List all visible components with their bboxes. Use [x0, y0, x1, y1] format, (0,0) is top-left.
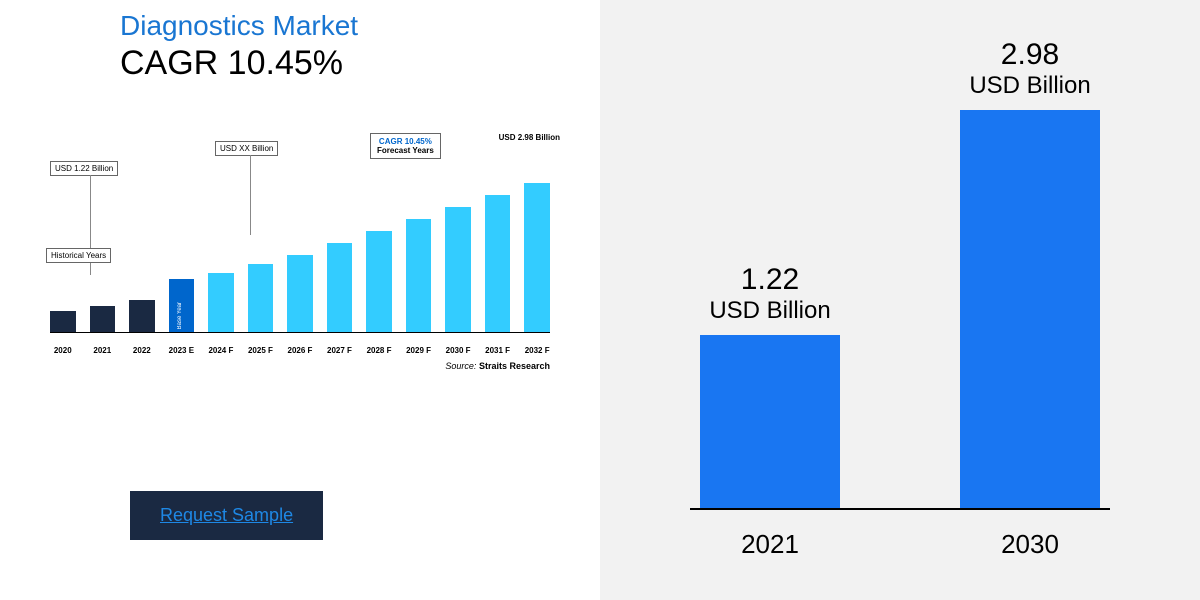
x-axis-label: 2030: [960, 529, 1100, 560]
chart-bar: [366, 231, 392, 333]
chart-bar: 2.98USD Billion: [960, 110, 1100, 510]
chart-bar: [248, 264, 274, 333]
bar-unit: USD Billion: [670, 297, 870, 325]
chart-bar-fill: [960, 110, 1100, 510]
chart-bar: [445, 207, 471, 333]
base-year-label: Base Year: [177, 302, 183, 329]
x-axis-label: 2028 F: [366, 346, 392, 355]
chart-bar: [406, 219, 432, 333]
chart-bar: Base Year: [169, 279, 195, 333]
x-axis-label: 2023 E: [169, 346, 195, 355]
chart-bar-fill: [50, 311, 76, 334]
source-label: Source:: [445, 361, 476, 371]
chart-bar: [129, 300, 155, 333]
cagr-forecast-box: CAGR 10.45% Forecast Years: [370, 133, 441, 159]
chart-source: Source: Straits Research: [445, 361, 550, 371]
x-axis-label: 2024 F: [208, 346, 234, 355]
chart-bar: [50, 311, 76, 334]
request-sample-button[interactable]: Request Sample: [130, 491, 323, 540]
small-chart-x-labels: 2020 2021 2022 2023 E 2024 F 2025 F 2026 F 2027…: [50, 346, 550, 355]
annotation-end-value: USD 2.98 Billion: [499, 133, 560, 142]
small-chart-bars: Base Year: [50, 173, 550, 333]
big-comparison-chart: 1.22USD Billion2.98USD Billion 20212030: [650, 30, 1150, 570]
x-axis-label: 2029 F: [406, 346, 432, 355]
bar-value: 2.98: [930, 38, 1130, 72]
x-axis-label: 2025 F: [248, 346, 274, 355]
right-panel: 1.22USD Billion2.98USD Billion 20212030: [600, 0, 1200, 600]
bar-value-label: 2.98USD Billion: [930, 38, 1130, 100]
cagr-box-subtitle: Forecast Years: [377, 146, 434, 155]
chart-bar-fill: [90, 306, 116, 333]
x-axis-label: 2021: [90, 346, 116, 355]
chart-bar-fill: [445, 207, 471, 333]
annotation-mid-value: USD XX Billion: [215, 141, 278, 156]
chart-bar: [327, 243, 353, 333]
chart-bar: [485, 195, 511, 333]
small-forecast-chart: USD 1.22 Billion USD XX Billion CAGR 10.…: [40, 143, 560, 363]
bar-unit: USD Billion: [930, 72, 1130, 100]
x-axis-label: 2026 F: [287, 346, 313, 355]
left-panel: Diagnostics Market CAGR 10.45% USD 1.22 …: [0, 0, 600, 600]
cagr-box-title: CAGR 10.45%: [377, 137, 434, 146]
x-axis-label: 2027 F: [327, 346, 353, 355]
chart-bar: [524, 183, 550, 333]
market-title: Diagnostics Market: [120, 10, 570, 42]
x-axis-label: 2032 F: [524, 346, 550, 355]
x-axis-line-big: [690, 508, 1110, 510]
x-axis-label: 2021: [700, 529, 840, 560]
chart-bar-fill: [485, 195, 511, 333]
x-axis-line: [50, 332, 550, 333]
cagr-headline: CAGR 10.45%: [120, 44, 570, 83]
chart-bar-fill: [129, 300, 155, 333]
x-axis-label: 2022: [129, 346, 155, 355]
x-axis-label: 2030 F: [445, 346, 471, 355]
x-axis-label: 2020: [50, 346, 76, 355]
chart-bar: [287, 255, 313, 333]
big-chart-x-labels: 2021 2030: [690, 529, 1110, 560]
chart-bar-fill: [287, 255, 313, 333]
chart-bar-fill: [248, 264, 274, 333]
chart-bar-fill: [524, 183, 550, 333]
chart-bar: 1.22USD Billion: [700, 335, 840, 510]
chart-bar-fill: [366, 231, 392, 333]
bar-value: 1.22: [670, 263, 870, 297]
chart-bar-fill: [327, 243, 353, 333]
x-axis-label: 2031 F: [485, 346, 511, 355]
chart-bar-fill: [208, 273, 234, 333]
source-value: Straits Research: [479, 361, 550, 371]
big-chart-bars: 1.22USD Billion 2.98USD Billion: [690, 80, 1110, 510]
chart-bar: [208, 273, 234, 333]
chart-bar: [90, 306, 116, 333]
chart-bar-fill: [406, 219, 432, 333]
bar-value-label: 1.22USD Billion: [670, 263, 870, 325]
chart-bar-fill: [700, 335, 840, 510]
